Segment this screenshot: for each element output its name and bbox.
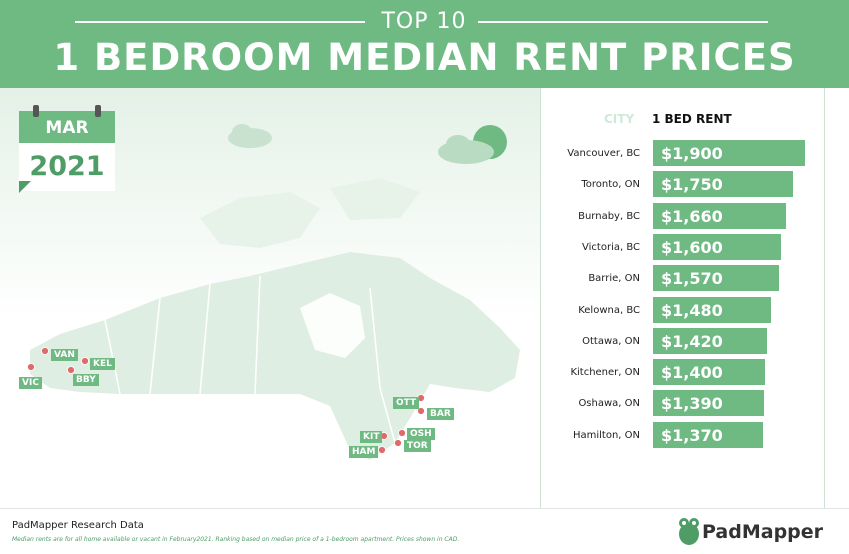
- rent-value-label: $1,570: [661, 269, 723, 288]
- header-rule-right: [478, 21, 768, 23]
- rent-value-label: $1,370: [661, 426, 723, 445]
- rent-bar: [653, 359, 765, 385]
- city-label: Vancouver, BC: [567, 148, 640, 159]
- city-label: Kelowna, BC: [578, 305, 640, 316]
- column-header-city: CITY: [604, 112, 635, 126]
- city-label: Burnaby, BC: [578, 211, 640, 222]
- map-label-oshawa: OSH: [407, 428, 435, 440]
- date-badge-year: 2021: [19, 143, 115, 191]
- rent-bar: [653, 297, 771, 323]
- rent-value-label: $1,900: [661, 144, 723, 163]
- footer-note: Median rents are for all home available …: [12, 536, 460, 543]
- hudson-bay: [300, 293, 365, 358]
- pin-icon: [41, 347, 49, 355]
- city-label: Oshawa, ON: [578, 398, 640, 409]
- footer: [0, 508, 849, 554]
- rent-value-label: $1,400: [661, 363, 723, 382]
- rent-bar: [653, 422, 763, 448]
- rent-value-label: $1,420: [661, 332, 723, 351]
- padmapper-frog-logo-icon: [679, 518, 699, 545]
- rent-value-label: $1,750: [661, 175, 723, 194]
- footer-title: PadMapper Research Data: [12, 520, 144, 531]
- city-label: Barrie, ON: [588, 273, 640, 284]
- map-label-hamilton: HAM: [349, 446, 379, 458]
- arctic-islands: [200, 178, 420, 248]
- header-rule-left: [75, 21, 365, 23]
- pin-icon: [378, 446, 386, 454]
- city-label: Ottawa, ON: [582, 336, 640, 347]
- rent-value-label: $1,480: [661, 301, 723, 320]
- map-label-kitchener: KIT: [360, 431, 383, 443]
- top-label: TOP 10: [381, 9, 467, 34]
- calendar-fold-icon: [19, 181, 31, 193]
- rent-value-label: $1,600: [661, 238, 723, 257]
- rent-value-label: $1,390: [661, 394, 723, 413]
- calendar-ring-icon: [95, 105, 101, 117]
- city-label: Hamilton, ON: [572, 430, 640, 441]
- rent-value-label: $1,660: [661, 207, 723, 226]
- column-header-rent: 1 BED RENT: [652, 112, 732, 126]
- city-label: Toronto, ON: [581, 179, 640, 190]
- city-label: Kitchener, ON: [570, 367, 640, 378]
- map-label-vancouver: VAN: [51, 349, 78, 361]
- map-label-toronto: TOR: [404, 440, 431, 452]
- pin-icon: [398, 429, 406, 437]
- map-label-ottawa: OTT: [393, 397, 420, 409]
- city-label: Victoria, BC: [582, 242, 640, 253]
- pin-icon: [67, 366, 75, 374]
- page-title: 1 BEDROOM MEDIAN RENT PRICES: [53, 36, 796, 79]
- province-borders: [104, 275, 396, 444]
- pin-icon: [417, 407, 425, 415]
- date-badge: MAR 2021: [19, 105, 115, 193]
- rent-bar: [653, 203, 786, 229]
- map-label-kelowna: KEL: [90, 358, 115, 370]
- rent-bar: [653, 140, 805, 166]
- calendar-ring-icon: [33, 105, 39, 117]
- rent-bar: [653, 171, 793, 197]
- header-banner: [0, 0, 849, 88]
- brand-name: PadMapper: [702, 521, 824, 543]
- rent-bar: [653, 328, 767, 354]
- map-label-victoria: VIC: [19, 377, 42, 389]
- cloud-icon: [228, 124, 272, 148]
- pin-icon: [27, 363, 35, 371]
- map-label-barrie: BAR: [427, 408, 454, 420]
- rent-bar: [653, 390, 764, 416]
- map-label-burnaby: BBY: [73, 374, 99, 386]
- rent-bar: [653, 234, 781, 260]
- pin-icon: [81, 357, 89, 365]
- rent-bar: [653, 265, 779, 291]
- pin-icon: [394, 439, 402, 447]
- cloud-with-sun-icon: [438, 125, 507, 164]
